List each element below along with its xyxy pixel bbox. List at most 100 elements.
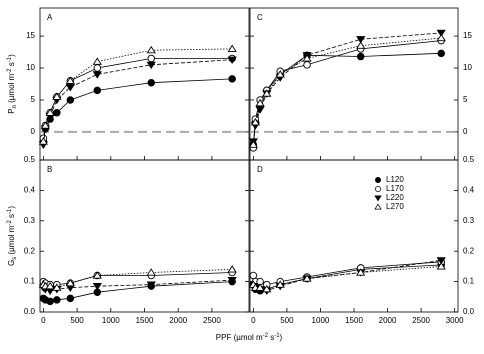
data-point: [275, 280, 285, 288]
data-point: [45, 108, 55, 116]
label-part: s: [268, 333, 274, 342]
label-part: n: [12, 105, 18, 108]
x-tick-label: 1000: [102, 316, 120, 325]
y-axis-label: Gs (µmol m-2 s-1): [7, 206, 18, 266]
series: [38, 44, 237, 145]
data-point: [356, 41, 366, 49]
data-point: [65, 76, 75, 84]
x-tick-label: 500: [280, 316, 294, 325]
data-point: [65, 84, 75, 92]
x-tick-label: 2500: [203, 316, 221, 325]
data-point: [146, 268, 156, 276]
x-tick-label: 2000: [379, 316, 397, 325]
label-part: -1: [7, 56, 13, 62]
data-point: [146, 45, 156, 54]
series-line: [43, 48, 233, 142]
label-part: G: [7, 260, 16, 266]
data-point: [65, 278, 75, 287]
panel-letter: A: [47, 13, 53, 22]
label-part: ): [7, 54, 16, 57]
data-point: [255, 106, 265, 114]
y-tick-label: 5: [463, 95, 468, 104]
label-part: -2: [263, 333, 269, 339]
data-point: [52, 92, 62, 100]
series: [248, 262, 446, 293]
y-tick-label: 0: [463, 127, 468, 136]
legend-label: L220: [386, 193, 404, 202]
series: [249, 261, 445, 295]
label-part: (µmol m: [7, 73, 16, 105]
y-tick-label: 5: [31, 95, 36, 104]
y-tick-label: 0.4: [24, 186, 36, 195]
data-point: [228, 75, 236, 83]
series-line: [253, 37, 442, 145]
x-tick-label: 2500: [412, 316, 430, 325]
data-point: [436, 262, 446, 270]
plot-frame: [249, 159, 459, 313]
y-tick-label: 0.3: [24, 216, 36, 225]
label-part: P: [7, 108, 16, 113]
label-part: -1: [274, 333, 280, 339]
data-point: [303, 61, 311, 69]
data-point: [302, 274, 312, 282]
y-tick-label: 0: [31, 127, 36, 136]
data-point: [53, 296, 61, 304]
data-point: [255, 283, 265, 291]
data-point: [302, 54, 312, 62]
y-tick-label: 10: [463, 63, 472, 72]
label-part: PPF (µmol m: [216, 333, 263, 342]
label-part: -2: [7, 68, 13, 74]
data-point: [356, 268, 366, 276]
y-tick-label: 0.1: [24, 277, 36, 286]
legend-marker: [375, 186, 382, 193]
y-tick-label: 0.4: [463, 186, 475, 195]
data-point: [275, 70, 285, 78]
data-point: [93, 64, 102, 72]
legend-marker: [375, 176, 382, 183]
data-point: [52, 283, 62, 291]
y-tick-label: 15: [26, 31, 35, 40]
data-point: [38, 137, 48, 145]
y-tick-label: 0.2: [463, 246, 475, 255]
data-point: [227, 265, 237, 273]
data-point: [356, 52, 365, 61]
data-point: [436, 33, 446, 42]
y-tick-label: 0.0: [463, 307, 475, 316]
data-point: [262, 284, 272, 293]
data-point: [40, 121, 51, 129]
label-part: ): [7, 206, 16, 209]
series-line: [253, 32, 442, 142]
x-tick-label: 2000: [169, 316, 187, 325]
y-axis-label: Pn (µmol m-2 s-1): [7, 54, 18, 114]
data-point: [92, 57, 102, 65]
data-point: [436, 29, 446, 38]
data-point: [248, 140, 258, 148]
x-tick-label: 1500: [136, 316, 154, 325]
legend-marker: [374, 195, 382, 202]
series: [248, 29, 446, 146]
panel-letter: C: [257, 13, 263, 22]
data-point: [92, 71, 102, 79]
data-point: [146, 61, 156, 70]
x-tick-label: 500: [70, 316, 84, 325]
data-point: [227, 44, 237, 52]
series: [248, 257, 446, 295]
label-part: (µmol m: [7, 225, 16, 257]
data-point: [147, 78, 155, 87]
series: [249, 49, 445, 149]
data-point: [45, 281, 55, 290]
data-point: [92, 283, 102, 291]
panel-letter: D: [257, 165, 263, 174]
data-point: [53, 108, 61, 117]
data-point: [250, 118, 260, 126]
data-point: [436, 257, 446, 265]
x-tick-label: 1000: [312, 316, 330, 325]
label-part: -2: [7, 220, 13, 226]
data-point: [66, 294, 75, 303]
x-axis-label: PPF (µmol m-2 s-1): [216, 333, 283, 343]
y-tick-label: 10: [26, 63, 35, 72]
y-tick-label: 0.1: [463, 277, 475, 286]
data-point: [356, 36, 366, 44]
legend-label: L120: [386, 175, 404, 184]
